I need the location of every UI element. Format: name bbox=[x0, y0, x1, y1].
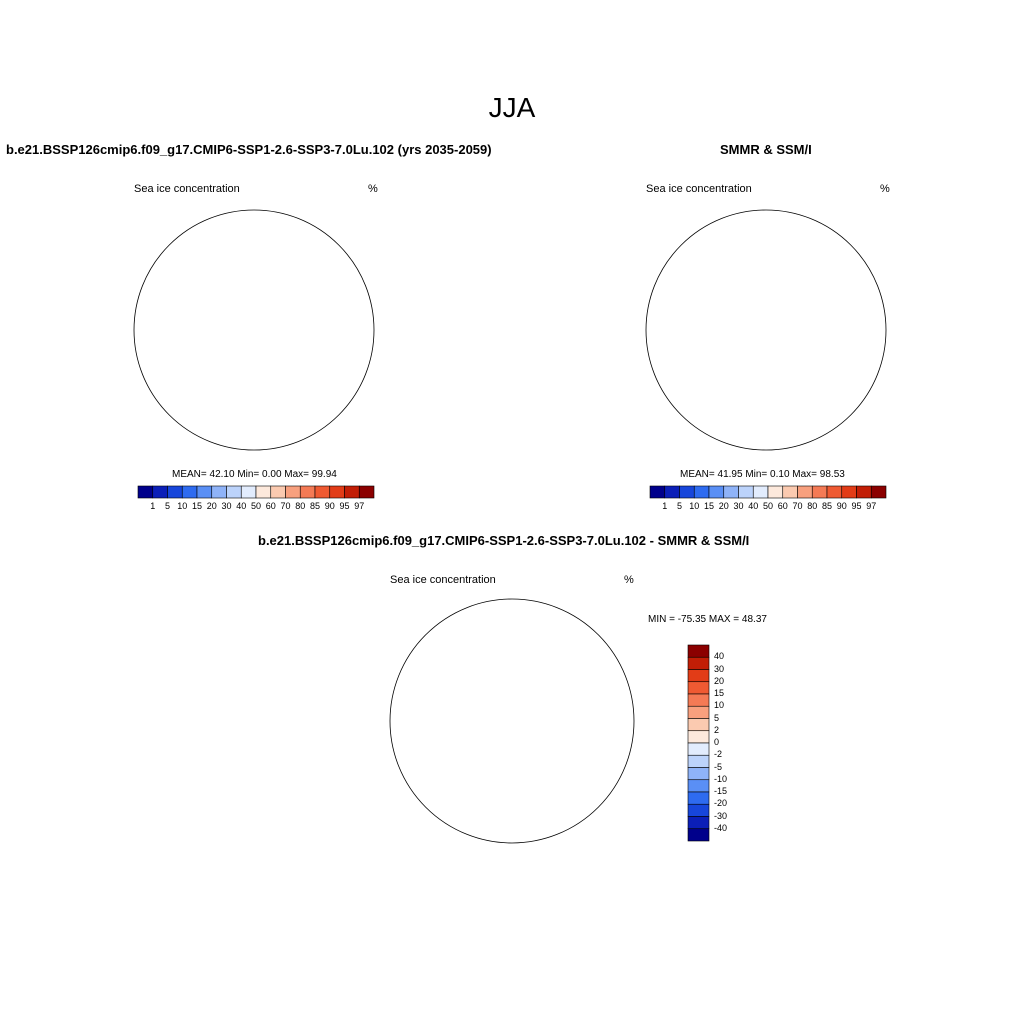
colorbar-tick-label: -30 bbox=[714, 810, 728, 821]
colorbar-tick-label: 30 bbox=[714, 663, 725, 674]
colorbar-tick-label: 20 bbox=[206, 501, 217, 511]
colorbar-tick-label: 20 bbox=[714, 675, 725, 686]
colorbar-box bbox=[358, 485, 375, 499]
colorbar-tick-label: 10 bbox=[689, 501, 700, 511]
colorbar-box bbox=[687, 705, 710, 719]
model-colorbar-boxes bbox=[137, 485, 375, 499]
colorbar-tick-label: 10 bbox=[714, 700, 725, 711]
model-units-label: % bbox=[368, 183, 378, 195]
colorbar-tick-label: 97 bbox=[866, 501, 877, 511]
colorbar-tick-label: 90 bbox=[324, 501, 335, 511]
colorbar-box bbox=[870, 485, 887, 499]
colorbar-tick-label: 80 bbox=[807, 501, 818, 511]
colorbar-box bbox=[687, 791, 710, 805]
colorbar-box bbox=[687, 644, 710, 658]
figure-title: JJA bbox=[488, 92, 536, 123]
colorbar-tick-label: 1 bbox=[662, 501, 668, 511]
colorbar-tick-label: -20 bbox=[714, 798, 728, 809]
colorbar-box bbox=[687, 779, 710, 793]
colorbar-tick-label: -10 bbox=[714, 773, 728, 784]
colorbar-tick-label: -5 bbox=[714, 761, 723, 772]
colorbar-box bbox=[687, 803, 710, 817]
colorbar-tick-label: 97 bbox=[354, 501, 365, 511]
colorbar-tick-label: 15 bbox=[191, 501, 202, 511]
diff-colorbar-boxes bbox=[687, 644, 710, 842]
colorbar-tick-label: 40 bbox=[714, 651, 725, 662]
colorbar-tick-label: 40 bbox=[236, 501, 247, 511]
colorbar-tick-label: 2 bbox=[714, 724, 720, 735]
colorbar-box bbox=[687, 681, 710, 695]
colorbar-tick-label: 85 bbox=[309, 501, 320, 511]
obs-units-label: % bbox=[880, 183, 890, 195]
colorbar-box bbox=[687, 816, 710, 830]
diff-panel-title: b.e21.BSSP126cmip6.f09_g17.CMIP6-SSP1-2.… bbox=[258, 533, 750, 548]
diff-stats: MIN = -75.35 MAX = 48.37 bbox=[648, 614, 767, 625]
colorbar-box bbox=[687, 742, 710, 756]
colorbar-tick-label: 30 bbox=[221, 501, 232, 511]
model-variable-label: Sea ice concentration bbox=[134, 183, 240, 195]
colorbar-tick-label: 50 bbox=[762, 501, 773, 511]
obs-stats: MEAN= 41.95 Min= 0.10 Max= 98.53 bbox=[680, 469, 845, 480]
colorbar-tick-label: 85 bbox=[821, 501, 832, 511]
colorbar-tick-label: 15 bbox=[714, 688, 725, 698]
colorbar-tick-label: 30 bbox=[733, 501, 744, 511]
colorbar-tick-label: 70 bbox=[280, 501, 291, 511]
colorbar-tick-label: 95 bbox=[339, 501, 350, 511]
colorbar-tick-label: 40 bbox=[748, 501, 759, 511]
colorbar-box bbox=[687, 718, 710, 732]
colorbar-tick-label: 70 bbox=[792, 501, 803, 511]
colorbar-tick-label: -2 bbox=[714, 749, 723, 760]
colorbar-tick-label: 5 bbox=[676, 501, 682, 511]
colorbar-tick-label: 1 bbox=[150, 501, 156, 511]
colorbar-tick-label: 5 bbox=[714, 712, 720, 723]
colorbar-tick-label: 60 bbox=[265, 501, 276, 511]
colorbar-tick-label: 95 bbox=[851, 501, 862, 511]
colorbar-box bbox=[687, 669, 710, 683]
colorbar-tick-label: 10 bbox=[177, 501, 188, 511]
obs-panel-title: SMMR & SSM/I bbox=[720, 142, 812, 157]
colorbar-tick-label: 80 bbox=[295, 501, 306, 511]
colorbar-tick-label: 5 bbox=[164, 501, 170, 511]
colorbar-tick-label: 15 bbox=[703, 501, 714, 511]
colorbar-tick-label: 90 bbox=[836, 501, 847, 511]
obs-variable-label: Sea ice concentration bbox=[646, 183, 752, 195]
colorbar-tick-label: 20 bbox=[718, 501, 729, 511]
diff-variable-label: Sea ice concentration bbox=[390, 574, 496, 586]
colorbar-box bbox=[687, 730, 710, 744]
model-panel-title: b.e21.BSSP126cmip6.f09_g17.CMIP6-SSP1-2.… bbox=[6, 142, 492, 157]
colorbar-box bbox=[687, 656, 710, 670]
colorbar-tick-label: -40 bbox=[714, 822, 728, 833]
model-stats: MEAN= 42.10 Min= 0.00 Max= 99.94 bbox=[172, 469, 337, 480]
colorbar-box bbox=[687, 693, 710, 707]
colorbar-box bbox=[687, 828, 710, 842]
colorbar-tick-label: 0 bbox=[714, 737, 720, 747]
colorbar-box bbox=[687, 754, 710, 768]
colorbar-tick-label: 60 bbox=[777, 501, 788, 511]
obs-colorbar-boxes bbox=[649, 485, 887, 499]
colorbar-tick-label: 50 bbox=[250, 501, 261, 511]
colorbar-box bbox=[687, 767, 710, 781]
diff-units-label: % bbox=[624, 574, 634, 586]
colorbar-tick-label: -15 bbox=[714, 786, 728, 796]
